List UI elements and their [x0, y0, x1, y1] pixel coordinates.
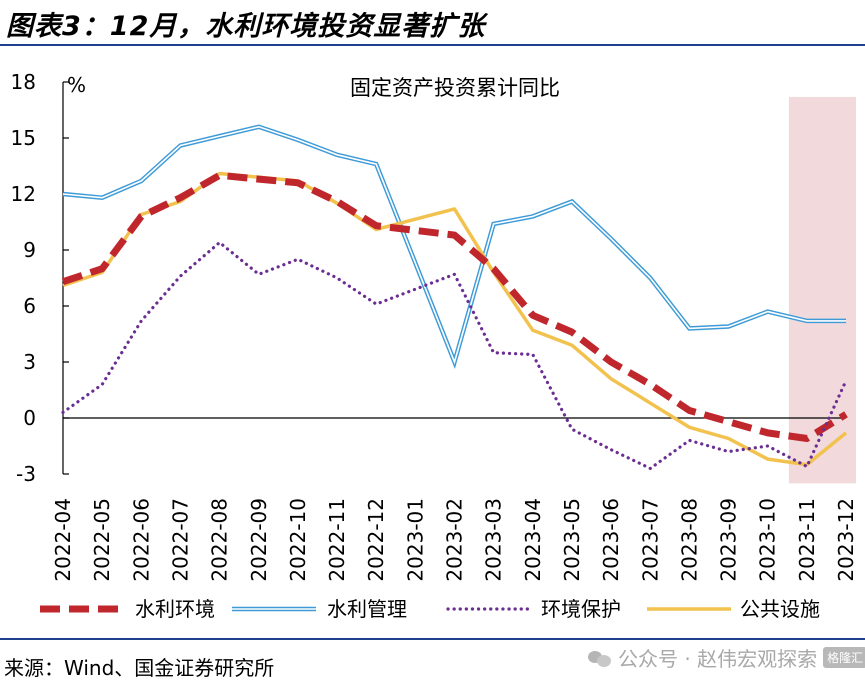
- wechat-icon: [588, 649, 612, 667]
- legend-label-0: 水利环境: [135, 597, 215, 621]
- x-tick-label: 2022-05: [90, 498, 114, 582]
- x-tick-label: 2023-12: [834, 498, 858, 582]
- chart-legend: 水利环境 水利管理 环境保护 公共设施: [40, 597, 820, 621]
- x-tick-label: 2023-11: [795, 498, 819, 582]
- x-tick-label: 2022-09: [247, 498, 271, 582]
- series-line-3: [62, 171, 848, 467]
- x-tick-label: 2023-07: [638, 498, 662, 582]
- y-tick-label: 3: [23, 350, 36, 374]
- watermark-badge: 格隆汇: [823, 647, 865, 668]
- series-2: [61, 240, 848, 471]
- y-tick-label: -3: [16, 462, 36, 486]
- series-0: [61, 171, 848, 442]
- watermark-text: 公众号 · 赵伟宏观探索: [618, 647, 818, 671]
- legend-label-1: 水利管理: [327, 597, 407, 621]
- x-tick-label: 2023-04: [521, 498, 545, 582]
- legend-label-2: 环境保护: [541, 597, 621, 621]
- x-tick-label: 2023-03: [482, 498, 506, 582]
- series-line-2: [61, 240, 848, 471]
- figure-title: 图表3：12月，水利环境投资显著扩张: [6, 11, 486, 42]
- x-tick-label: 2022-10: [286, 498, 310, 582]
- x-tick-label: 2023-01: [403, 498, 427, 582]
- y-tick-label: 0: [23, 406, 36, 430]
- series-1: [62, 124, 847, 370]
- x-tick-label: 2022-11: [325, 498, 349, 582]
- y-tick-label: 9: [23, 238, 36, 262]
- source-note: 来源：Wind、国金证券研究所: [4, 656, 275, 680]
- legend-label-3: 公共设施: [740, 597, 820, 621]
- series-line-0: [61, 171, 848, 442]
- x-tick-label: 2022-12: [364, 498, 388, 582]
- x-tick-label: 2023-06: [599, 498, 623, 582]
- source-divider: [0, 638, 865, 640]
- line-chart: 18 15 12 9 6 3 0 -3% 固定资产投资累计同比 2022-04 2022-05 202…: [11, 70, 858, 621]
- series-line-1-inner: [62, 125, 846, 365]
- series-3: [62, 171, 848, 467]
- x-tick-label: 2023-09: [717, 498, 741, 582]
- title-divider: [0, 44, 865, 46]
- chart-axes: [62, 81, 846, 475]
- y-tick-label: 12: [11, 182, 36, 206]
- y-axis-unit: %: [67, 73, 86, 97]
- y-tick-label: 15: [11, 126, 36, 150]
- x-tick-label: 2022-04: [51, 498, 75, 582]
- x-tick-label: 2023-05: [560, 498, 584, 582]
- x-tick-label: 2023-10: [756, 498, 780, 582]
- x-tick-label: 2023-08: [677, 498, 701, 582]
- x-tick-label: 2023-02: [443, 498, 467, 582]
- x-tick-label: 2022-06: [129, 498, 153, 582]
- watermark: 公众号 · 赵伟宏观探索 格隆汇: [588, 643, 865, 672]
- y-tick-label: 6: [23, 294, 36, 318]
- x-tick-label: 2022-08: [208, 498, 232, 582]
- chart-title: 固定资产投资累计同比: [350, 76, 560, 100]
- y-tick-label: 18: [11, 70, 36, 94]
- chart-labels: 18 15 12 9 6 3 0 -3% 固定资产投资累计同比 2022-04 2022-05 202…: [11, 70, 858, 582]
- x-tick-label: 2022-07: [168, 498, 192, 582]
- chart-series: [61, 124, 848, 471]
